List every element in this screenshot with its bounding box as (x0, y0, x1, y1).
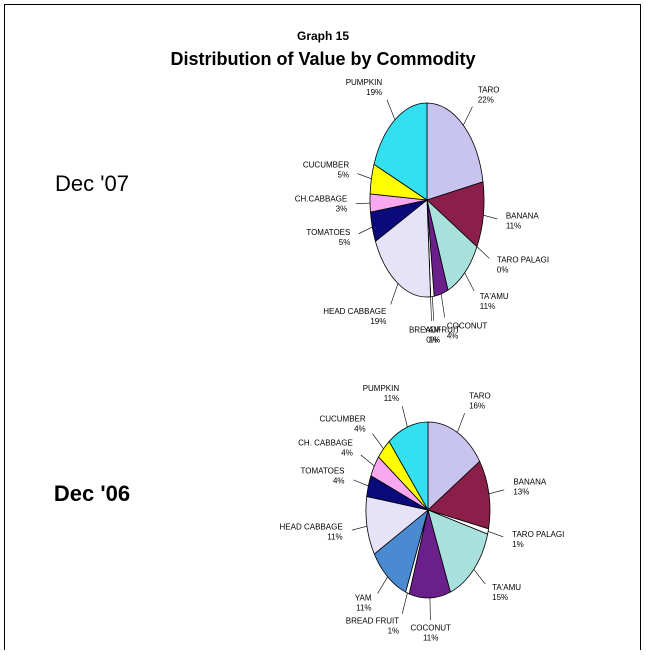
leader-line (353, 480, 368, 486)
leader-line (474, 569, 485, 584)
slice-value-label: 11% (384, 394, 399, 403)
pie-title: Dec '07 (55, 171, 129, 196)
leader-line (391, 283, 398, 304)
graph-label: Graph 15 (297, 29, 349, 43)
leader-line (359, 227, 373, 234)
leader-line (441, 294, 445, 317)
slice-value-label: 19% (366, 88, 382, 97)
leader-line (489, 490, 504, 494)
slice-label: COCONUT (410, 623, 451, 632)
slice-label: CUCUMBER (319, 414, 365, 423)
leader-line (352, 526, 367, 530)
slice-value-label: 22% (478, 95, 494, 104)
slice-label: CUCUMBER (303, 160, 349, 169)
leader-line (463, 107, 472, 126)
slice-label: CH. CABBAGE (298, 439, 353, 448)
leader-line (402, 406, 407, 427)
slice-label: YAM (424, 326, 441, 335)
leader-line (357, 174, 371, 179)
leader-line (402, 593, 407, 614)
leader-line (483, 215, 497, 219)
leader-line (356, 203, 370, 204)
slice-value-label: 4% (341, 449, 353, 458)
slice-value-label: 13% (513, 487, 529, 496)
leader-line (372, 433, 383, 448)
slice-value-label: 4% (354, 424, 366, 433)
slice-value-label: 19% (370, 317, 386, 326)
slice-value-label: 5% (339, 238, 351, 247)
slice-label: PUMPKIN (346, 78, 383, 87)
slice-label: TOMATOES (306, 228, 350, 237)
leader-line (378, 577, 388, 594)
slice-label: PUMPKIN (363, 384, 400, 393)
slice-label: BANANA (506, 211, 540, 220)
slice-value-label: 0% (426, 336, 438, 345)
slice-value-label: 1% (388, 626, 400, 635)
slice-value-label: 11% (356, 604, 371, 613)
slice-value-label: 0% (497, 266, 509, 275)
slice-value-label: 15% (492, 593, 508, 602)
slice-value-label: 11% (480, 302, 495, 311)
leader-line (387, 100, 395, 120)
leader-line (465, 273, 474, 291)
leader-line (457, 413, 464, 432)
leader-line (361, 455, 374, 466)
slice-label: TARO (478, 85, 500, 94)
slice-label: TARO (469, 392, 491, 401)
slice-label: CH.CABBAGE (295, 194, 347, 203)
slice-label: TARO PALAGI (512, 530, 564, 539)
pie-title: Dec '06 (54, 481, 130, 506)
slice-value-label: 3% (336, 204, 348, 213)
slice-value-label: 5% (338, 170, 350, 179)
slice-label: TA'AMU (492, 583, 521, 592)
slice-label: HEAD CABBAGE (323, 307, 386, 316)
leader-line (488, 531, 503, 536)
slice-value-label: 4% (333, 476, 345, 485)
slice-value-label: 11% (327, 533, 342, 542)
slice-value-label: 1% (512, 540, 524, 549)
slice-value-label: 11% (423, 633, 438, 642)
slice-label: BANANA (513, 477, 547, 486)
slice-label: HEAD CABBAGE (280, 523, 343, 532)
slice-value-label: 11% (506, 221, 521, 230)
page-title: Distribution of Value by Commodity (170, 49, 475, 69)
slice-label: TARO PALAGI (497, 256, 549, 265)
slice-label: TOMATOES (300, 466, 344, 475)
frame (5, 5, 641, 651)
leader-line (477, 247, 489, 259)
slice-value-label: 16% (469, 402, 485, 411)
leader-line (432, 297, 433, 321)
slice-label: TA'AMU (480, 292, 509, 301)
slice-label: YAM (355, 594, 372, 603)
slice-label: BREAD FRUIT (346, 616, 399, 625)
leader-line (431, 297, 432, 321)
